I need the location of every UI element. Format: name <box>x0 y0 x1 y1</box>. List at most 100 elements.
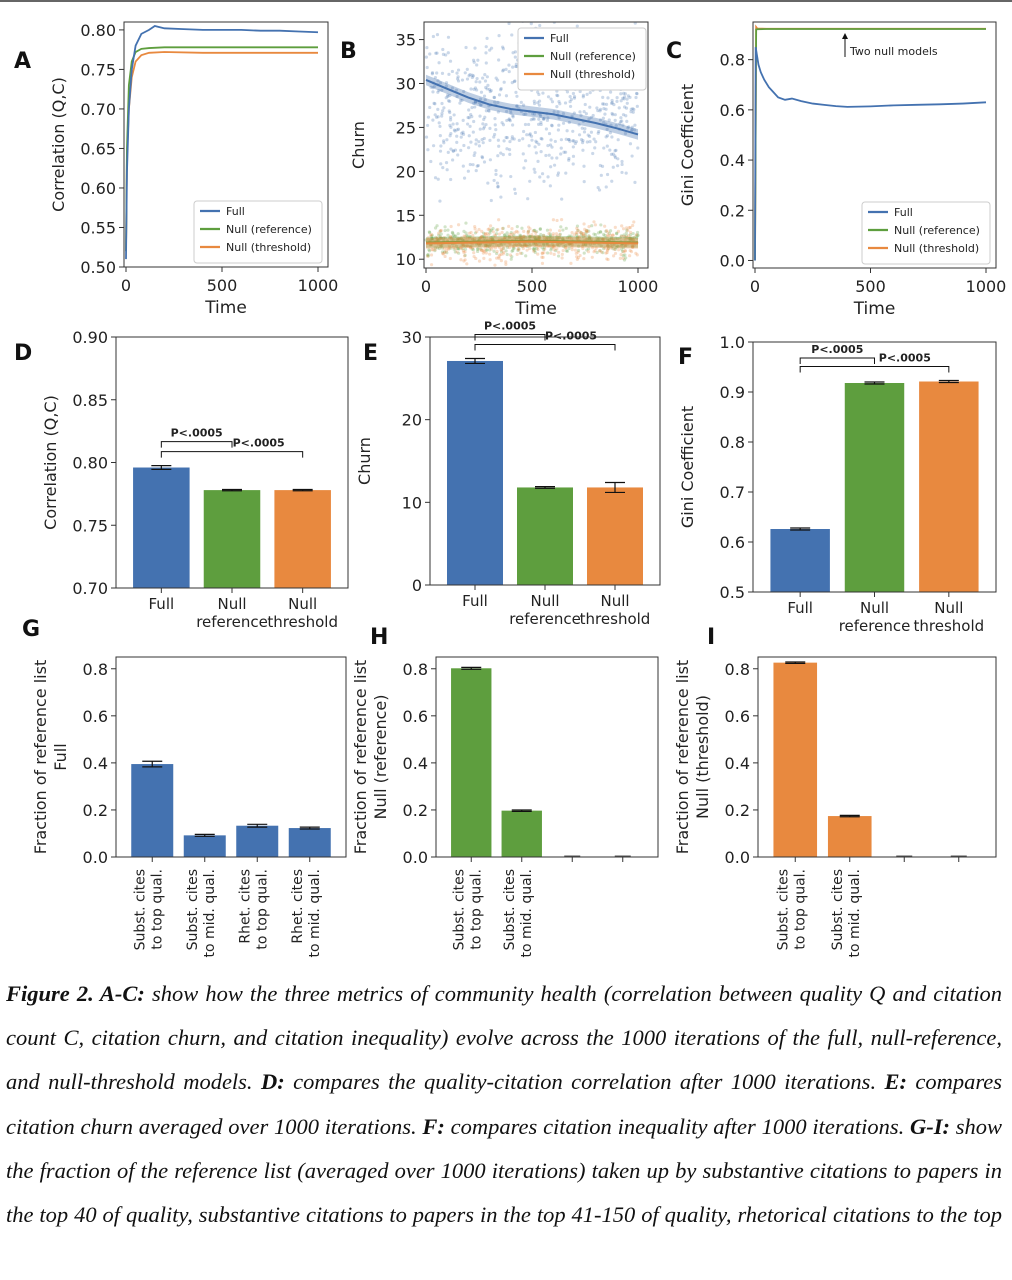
panel-b-point <box>479 235 484 239</box>
panel-b-point <box>501 252 505 256</box>
panel-b-point <box>546 116 550 120</box>
panel-b-point <box>473 100 478 105</box>
panel-b-point <box>540 255 544 259</box>
panel-b-point <box>564 171 568 175</box>
panel-b-ytick-label: 10 <box>396 250 416 269</box>
panel-b-point <box>581 242 586 247</box>
panel-b-point <box>481 141 485 145</box>
panel-f-bar <box>919 381 979 592</box>
panel-b-point <box>518 243 522 247</box>
panel-b-point <box>432 101 436 105</box>
panel-b-point <box>487 227 491 231</box>
panel-h-bar <box>501 810 542 857</box>
panel-b-point <box>587 236 592 241</box>
panel-b-point <box>623 249 627 253</box>
panel-b-point <box>611 112 615 117</box>
panel-f-ytick-label: 0.8 <box>720 433 745 452</box>
panel-b-point <box>439 243 443 247</box>
panel-b-point <box>539 232 543 237</box>
panel-b-point <box>520 251 524 255</box>
panel-b-point <box>472 254 476 259</box>
panel-b-point <box>535 237 539 241</box>
panel-b-point <box>596 131 600 135</box>
panel-b-point <box>468 124 472 128</box>
panel-c-series-line <box>754 28 986 261</box>
panel-b-point <box>550 124 554 128</box>
panel-b-point <box>453 148 458 152</box>
panel-b-point <box>480 248 484 253</box>
panel-b-point <box>439 228 443 233</box>
panel-b-point <box>543 235 547 240</box>
panel-b-point <box>613 149 617 153</box>
panel-b-point <box>529 234 533 239</box>
panel-b-point <box>488 138 492 143</box>
panel-b-point <box>569 237 574 241</box>
panel-b-point <box>549 251 553 255</box>
panel-b-point <box>600 164 605 168</box>
panel-b-point <box>500 230 504 235</box>
panel-b-point <box>572 139 576 143</box>
panel-h-ytick-label: 0.8 <box>403 660 428 679</box>
panel-a-ylabel: Correlation (Q,C) <box>49 77 68 212</box>
panel-b-point <box>519 100 523 104</box>
panel-b-point <box>485 36 489 40</box>
panel-b-point <box>483 79 488 83</box>
panel-g-ytick-label: 0.8 <box>83 660 108 679</box>
panel-b-point <box>455 134 459 138</box>
panel-b-ylabel: Churn <box>349 121 368 169</box>
panel-b-point <box>534 230 538 235</box>
panel-c-xtick-label: 1000 <box>966 277 1007 296</box>
panel-b-point <box>574 140 578 144</box>
panel-b-point <box>618 236 622 240</box>
panel-b-point <box>471 74 475 78</box>
panel-b-point <box>602 247 606 251</box>
panel-b-point <box>608 148 612 152</box>
panel-b-point <box>473 224 477 229</box>
panel-b-point <box>469 230 473 235</box>
panel-b-point <box>505 147 509 151</box>
panel-b-point <box>633 123 637 127</box>
panel-b-point <box>430 237 434 241</box>
panel-b-point <box>434 51 438 55</box>
panel-b-point <box>596 108 600 113</box>
panel-d-bar <box>203 490 261 588</box>
panel-b-point <box>530 233 534 237</box>
panel-b-point <box>594 246 598 250</box>
panel-b-point <box>460 236 464 240</box>
panel-b-point <box>568 99 572 104</box>
panel-b-point <box>514 62 518 66</box>
panel-b-point <box>548 184 552 188</box>
panel-b-point <box>488 258 492 262</box>
panel-f-category-label: Null <box>934 599 963 617</box>
panel-b-point <box>455 71 459 75</box>
panel-b-point <box>483 232 487 236</box>
panel-h-ylabel: Fraction of reference list <box>351 660 370 854</box>
panel-b-point <box>576 255 581 260</box>
panel-b-point <box>445 138 449 142</box>
panel-b-point <box>476 58 480 62</box>
panel-b-point <box>548 232 552 236</box>
panel-h-category-label: Subst. cites <box>502 869 518 950</box>
panel-b-point <box>493 246 498 250</box>
panel-b-point <box>464 45 468 50</box>
panel-b-point <box>433 176 438 180</box>
panel-b-point <box>429 253 434 257</box>
panel-b-point <box>446 94 450 99</box>
panel-b-point <box>485 248 489 252</box>
panel-b-point <box>624 231 628 235</box>
panel-b-point <box>463 71 467 75</box>
panel-b-point <box>509 257 513 261</box>
panel-b-point <box>556 110 560 114</box>
panel-b-point <box>436 115 440 119</box>
panel-b-point <box>505 231 509 235</box>
panel-b-point <box>632 236 636 240</box>
panel-b-point <box>537 117 541 121</box>
panel-b-point <box>539 120 543 124</box>
panel-b-point <box>493 100 497 104</box>
panel-b-point <box>628 142 633 146</box>
panel-b-point <box>505 136 509 140</box>
panel-d-sig-label: P<.0005 <box>233 437 285 450</box>
panel-b-point <box>507 234 511 238</box>
panel-b-point <box>493 233 497 237</box>
panel-b-point <box>513 50 517 54</box>
